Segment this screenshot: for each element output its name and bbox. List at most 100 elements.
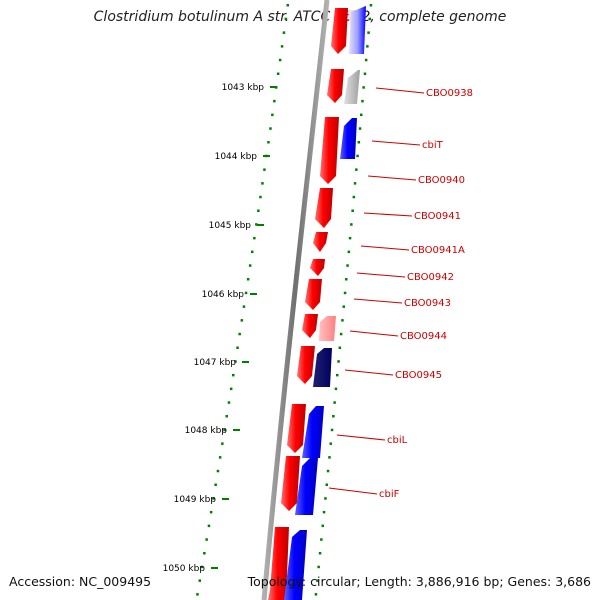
outer-tick-ring (314, 4, 373, 596)
gene-label[interactable]: CBO0941 (414, 211, 461, 222)
cds-feature[interactable] (331, 8, 348, 54)
tick-dot (221, 442, 224, 445)
forward-strand-features (268, 8, 348, 600)
tick-dot (357, 141, 361, 144)
leader-line (328, 487, 378, 495)
tick-dot (223, 428, 226, 432)
gene-label[interactable]: CBO0942 (407, 272, 454, 283)
map-title: Clostridium botulinum A str. ATCC 3502, … (93, 9, 507, 25)
tick-dot (225, 415, 228, 418)
tick-dot (358, 127, 362, 130)
tick-dot (216, 469, 220, 473)
tick-dot (351, 209, 354, 212)
cds-feature[interactable] (297, 346, 315, 384)
tick-dot (209, 510, 213, 514)
cds-feature[interactable] (319, 316, 336, 341)
cds-feature[interactable] (310, 259, 325, 276)
tick-dot (329, 442, 332, 445)
tick-dot (267, 141, 270, 144)
tick-dot (251, 250, 254, 254)
cds-feature[interactable] (349, 6, 366, 54)
tick-dot (339, 332, 343, 336)
tick-dot (200, 565, 204, 569)
tick-dot (214, 483, 217, 486)
tick-dot (257, 209, 260, 212)
tick-dot (203, 552, 206, 555)
tick-dot (369, 4, 373, 7)
tick-dot (244, 291, 248, 295)
tick-dot (347, 250, 351, 254)
scale-label: 1050 kbp (163, 564, 206, 574)
tick-dot (324, 497, 327, 500)
leader-line (367, 175, 417, 181)
tick-dot (271, 113, 274, 117)
tick-dot (314, 593, 318, 596)
tick-dot (248, 264, 252, 267)
cds-feature[interactable] (295, 458, 318, 515)
tick-dot (342, 305, 345, 308)
gene-label[interactable]: CBO0943 (404, 298, 451, 309)
cds-feature[interactable] (281, 456, 300, 511)
cds-feature[interactable] (268, 527, 289, 600)
cds-feature[interactable] (344, 70, 360, 104)
tick-dot (345, 278, 348, 281)
tick-dot (218, 456, 222, 459)
cds-feature[interactable] (284, 530, 307, 600)
scale-label: 1047 kbp (194, 358, 237, 368)
tick-dot (361, 99, 364, 103)
leader-line (371, 140, 421, 146)
gene-label[interactable]: CBO0945 (395, 370, 442, 381)
tick-dot (316, 579, 319, 582)
tick-dot (196, 593, 199, 596)
tick-dot (242, 305, 246, 308)
cds-feature[interactable] (315, 188, 333, 228)
gene-label[interactable]: CBO0940 (418, 175, 465, 186)
scale-ticks (211, 86, 277, 569)
genome-summary-text: Topology: circular; Length: 3,886,916 bp… (247, 574, 591, 589)
cds-feature[interactable] (287, 404, 306, 453)
tick-dot (255, 223, 258, 226)
tick-dot (238, 332, 241, 336)
tick-dot (263, 168, 266, 171)
tick-dot (332, 415, 335, 418)
cds-feature[interactable] (305, 279, 322, 310)
tick-dot (326, 469, 330, 473)
cds-feature[interactable] (302, 314, 318, 338)
gene-label[interactable]: CBO0938 (426, 88, 473, 99)
tick-dot (198, 579, 201, 582)
tick-dot (227, 401, 231, 404)
tick-dot (368, 17, 371, 21)
tick-dot (282, 31, 286, 34)
tick-dot (333, 401, 336, 404)
leader-line (349, 330, 399, 337)
tick-dot (330, 428, 334, 432)
accession-text: Accession: NC_009495 (9, 574, 152, 589)
cds-feature[interactable] (320, 117, 339, 184)
tick-dot (278, 58, 282, 62)
tick-dot (280, 45, 284, 48)
tick-dot (318, 552, 322, 555)
tick-dot (234, 360, 237, 363)
gene-label[interactable]: cbiF (379, 489, 400, 500)
cds-feature[interactable] (302, 406, 324, 458)
tick-dot (273, 99, 276, 103)
tick-dot (207, 524, 211, 528)
leader-line (356, 272, 406, 278)
tick-dot (229, 387, 233, 391)
gene-label[interactable]: CBO0941A (411, 245, 465, 256)
scale-label: 1044 kbp (215, 152, 258, 162)
tick-dot (269, 127, 272, 130)
gene-label[interactable]: cbiL (387, 435, 408, 446)
leader-line (344, 369, 394, 376)
gene-labels: CBO0938 cbiT CBO0940 CBO0941 CBO0941A CB… (379, 88, 473, 500)
scale-labels: 1043 kbp 1044 kbp 1045 kbp 1046 kbp 1047… (163, 83, 265, 574)
tick-dot (240, 319, 244, 322)
gene-label[interactable]: cbiT (422, 140, 444, 151)
cds-feature[interactable] (327, 69, 344, 103)
cds-feature[interactable] (313, 232, 328, 252)
cds-feature[interactable] (313, 348, 332, 387)
gene-label[interactable]: CBO0944 (400, 331, 447, 342)
tick-dot (364, 58, 368, 62)
cds-feature[interactable] (340, 118, 357, 159)
